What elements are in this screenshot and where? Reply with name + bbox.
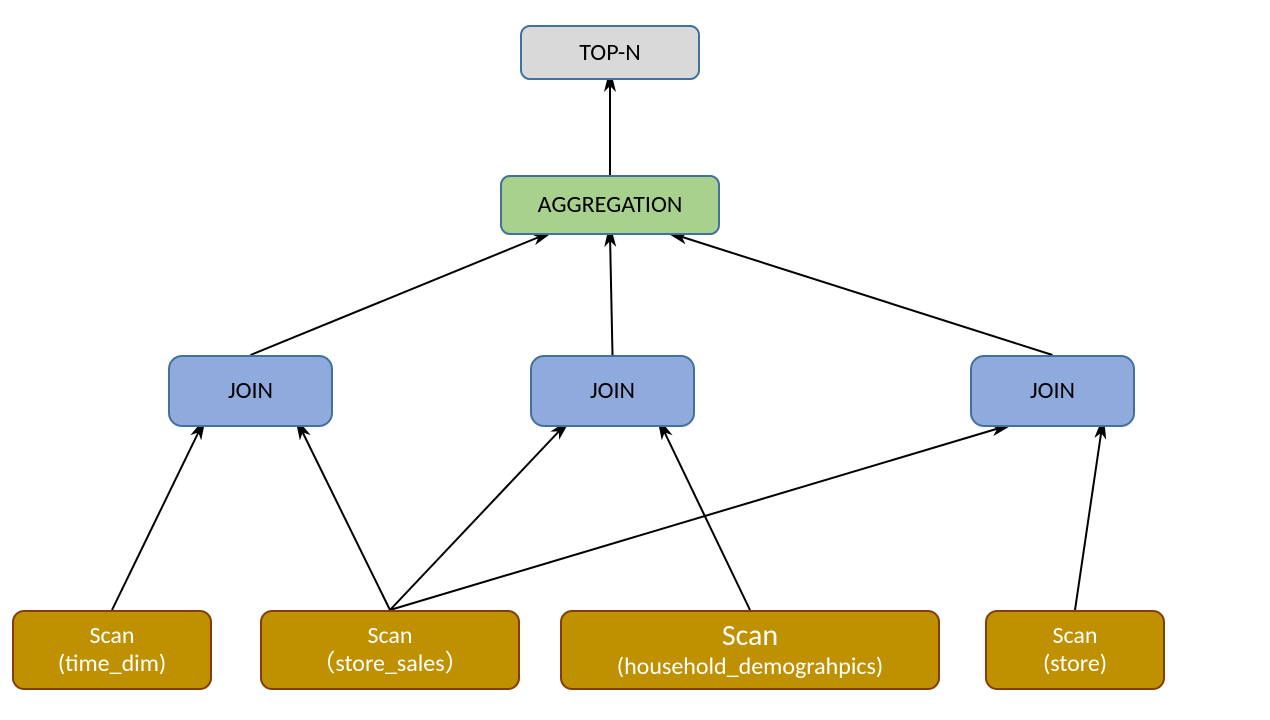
node-scan_hd: Scan(household_demograhpics) bbox=[560, 610, 940, 690]
node-join1: JOIN bbox=[168, 355, 333, 427]
node-scan_time: Scan(time_dim) bbox=[12, 610, 212, 690]
edge-scan_sales-to-join2 bbox=[390, 427, 563, 610]
node-join2: JOIN bbox=[530, 355, 695, 427]
edge-scan_sales-to-join3 bbox=[390, 427, 1003, 610]
node-agg: AGGREGATION bbox=[500, 175, 720, 235]
node-topn: TOP-N bbox=[520, 25, 700, 80]
edge-join1-to-agg bbox=[251, 235, 545, 355]
node-scan_store: Scan(store) bbox=[985, 610, 1165, 690]
edge-join3-to-agg bbox=[676, 235, 1053, 355]
edge-scan_sales-to-join1 bbox=[300, 427, 390, 610]
edge-join2-to-agg bbox=[610, 235, 613, 355]
node-scan_sales: Scan（store_sales） bbox=[260, 610, 520, 690]
edge-scan_hd-to-join2 bbox=[662, 427, 750, 610]
edge-scan_time-to-join1 bbox=[112, 427, 201, 610]
edge-scan_store-to-join3 bbox=[1075, 427, 1102, 610]
node-join3: JOIN bbox=[970, 355, 1135, 427]
